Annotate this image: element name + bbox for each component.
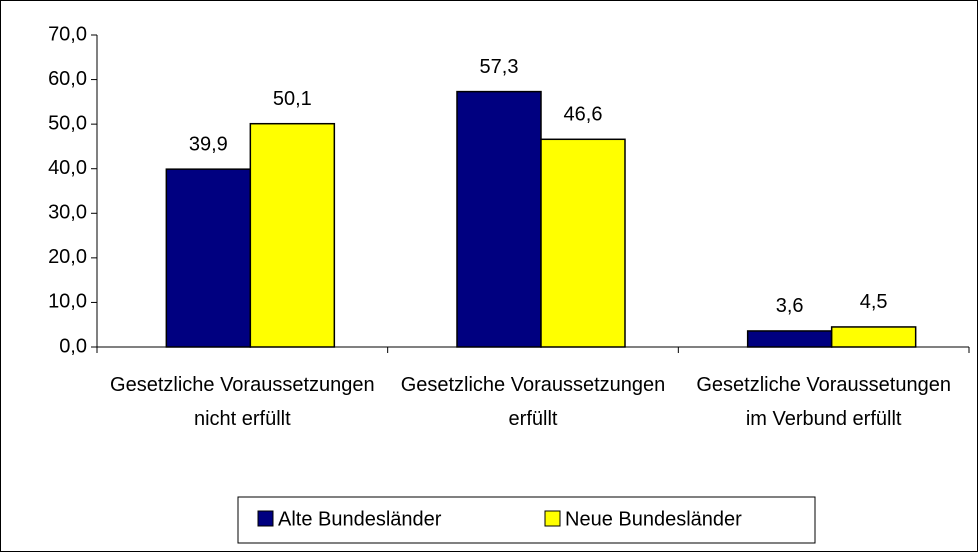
y-tick-label: 20,0 [48, 246, 87, 268]
legend-box [237, 496, 816, 544]
bar [746, 330, 833, 348]
x-tick-label: Gesetzliche Voraussetzungen erfüllt [400, 374, 666, 430]
value-label: 3,6 [776, 295, 804, 317]
value-label: 46,6 [564, 104, 603, 126]
legend-label: Neue Bundesländer [565, 508, 742, 530]
legend-swatch [257, 510, 274, 527]
value-label: 4,5 [860, 291, 888, 313]
bar [830, 326, 917, 348]
y-tick-label: 10,0 [48, 291, 87, 313]
legend-swatch [544, 510, 561, 527]
bar [456, 90, 542, 348]
bar [165, 168, 252, 348]
y-tick-label: 70,0 [48, 23, 87, 45]
legend-label: Alte Bundesländer [278, 508, 442, 530]
bar [249, 122, 336, 348]
y-tick-label: 40,0 [48, 157, 87, 179]
y-tick-label: 30,0 [48, 202, 87, 224]
value-label: 39,9 [189, 133, 228, 155]
y-tick-label: 60,0 [48, 68, 87, 90]
y-tick-label: 0,0 [59, 335, 87, 357]
bar [540, 138, 626, 348]
value-label: 50,1 [273, 88, 312, 110]
x-tick-label: Gesetzliche Voraussetzungen nicht erfüll… [110, 374, 375, 430]
value-label: 57,3 [480, 56, 519, 78]
y-tick-label: 50,0 [48, 112, 87, 134]
x-tick-label: Gesetzliche Voraussetungen im Verbund er… [696, 374, 951, 430]
